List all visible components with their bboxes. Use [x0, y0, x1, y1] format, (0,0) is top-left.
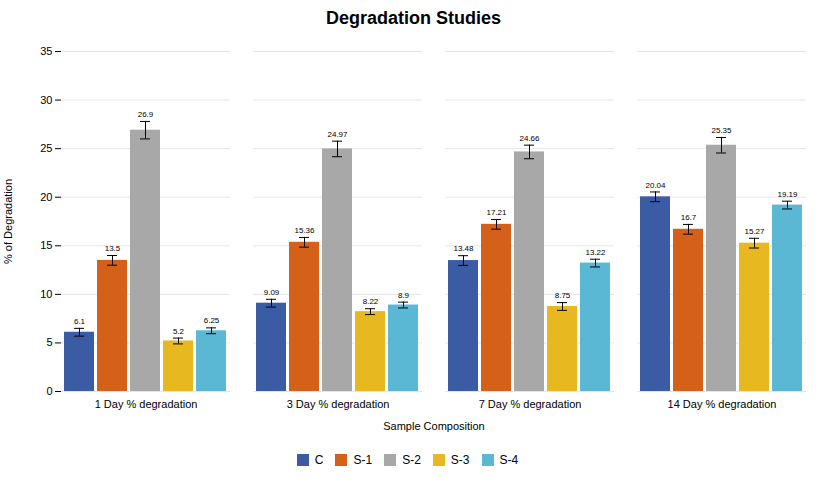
- svg-text:% of Degradation: % of Degradation: [2, 179, 14, 264]
- svg-text:10: 10: [40, 288, 52, 300]
- html-text:S-3: S-3: [450, 452, 470, 467]
- svg-text:24.66: 24.66: [519, 134, 540, 143]
- svg-text:15.36: 15.36: [294, 226, 315, 235]
- svg-text:35: 35: [40, 45, 52, 57]
- svg-text:5.2: 5.2: [173, 327, 185, 336]
- svg-text:20.04: 20.04: [645, 181, 666, 190]
- svg-text:13.48: 13.48: [453, 244, 474, 253]
- svg-text:14 Day % degradation: 14 Day % degradation: [668, 398, 777, 410]
- svg-text:25.35: 25.35: [711, 126, 732, 135]
- html-text:S-1: S-1: [353, 452, 373, 467]
- svg-text:13.5: 13.5: [105, 244, 121, 253]
- svg-text:15.27: 15.27: [744, 227, 765, 236]
- svg-text:17.21: 17.21: [486, 208, 507, 217]
- svg-text:8.75: 8.75: [555, 291, 571, 300]
- html-text:S-2: S-2: [402, 452, 421, 467]
- svg-text:6.25: 6.25: [204, 316, 220, 325]
- svg-text:9.09: 9.09: [264, 288, 280, 297]
- svg-text:7 Day % degradation: 7 Day % degradation: [479, 398, 582, 410]
- svg-text:26.9: 26.9: [138, 110, 154, 119]
- svg-text:0: 0: [46, 385, 52, 397]
- html-text:S-4: S-4: [499, 452, 519, 467]
- svg-text:5: 5: [46, 336, 52, 348]
- svg-text:16.7: 16.7: [681, 213, 697, 222]
- svg-text:8.9: 8.9: [398, 291, 410, 300]
- svg-text:24.97: 24.97: [327, 130, 348, 139]
- svg-text:20: 20: [40, 191, 52, 203]
- svg-text:30: 30: [40, 94, 52, 106]
- svg-text:25: 25: [40, 142, 52, 154]
- html-text:Degradation Studies: Degradation Studies: [326, 8, 501, 28]
- svg-text:Sample Composition: Sample Composition: [383, 420, 485, 432]
- svg-text:3 Day % degradation: 3 Day % degradation: [287, 398, 390, 410]
- html-text:C: C: [314, 452, 324, 467]
- svg-text:8.22: 8.22: [363, 297, 379, 306]
- svg-text:13.22: 13.22: [585, 248, 606, 257]
- svg-text:1 Day % degradation: 1 Day % degradation: [95, 398, 198, 410]
- svg-text:19.19: 19.19: [777, 190, 798, 199]
- svg-text:15: 15: [40, 239, 52, 251]
- svg-text:6.1: 6.1: [74, 317, 86, 326]
